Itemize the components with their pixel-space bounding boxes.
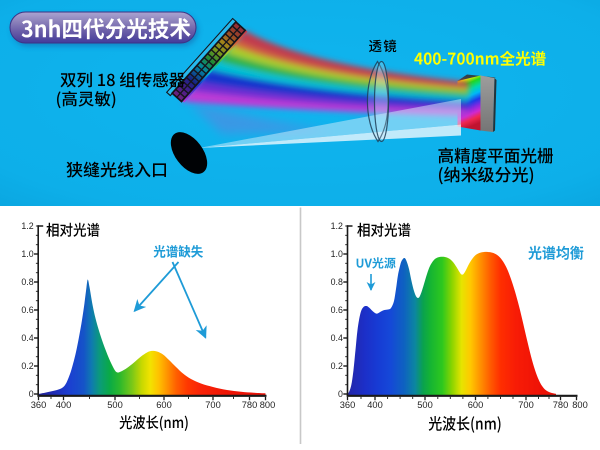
svg-text:400: 400 <box>56 400 72 410</box>
svg-text:700: 700 <box>518 400 534 410</box>
svg-text:0.8: 0.8 <box>21 277 33 287</box>
svg-text:800: 800 <box>260 400 276 410</box>
svg-text:0.8: 0.8 <box>331 277 343 287</box>
svg-text:0.6: 0.6 <box>331 305 343 315</box>
svg-text:0.6: 0.6 <box>21 305 33 315</box>
svg-text:360: 360 <box>340 400 356 410</box>
svg-text:1.2: 1.2 <box>21 221 33 231</box>
svg-text:1.0: 1.0 <box>331 249 343 259</box>
svg-text:1.2: 1.2 <box>331 221 343 231</box>
svg-text:400: 400 <box>367 400 383 410</box>
svg-text:600: 600 <box>468 400 484 410</box>
svg-text:700: 700 <box>205 400 221 410</box>
svg-text:800: 800 <box>572 400 588 410</box>
svg-text:360: 360 <box>31 400 47 410</box>
svg-text:1.0: 1.0 <box>21 249 33 259</box>
svg-text:0.2: 0.2 <box>21 361 33 371</box>
svg-text:0.2: 0.2 <box>331 361 343 371</box>
svg-text:0: 0 <box>338 389 343 399</box>
svg-text:0: 0 <box>29 389 34 399</box>
svg-text:0.4: 0.4 <box>21 333 33 343</box>
svg-text:0.4: 0.4 <box>331 333 343 343</box>
svg-text:500: 500 <box>417 400 433 410</box>
svg-text:500: 500 <box>107 400 123 410</box>
svg-text:780: 780 <box>242 400 258 410</box>
svg-text:780: 780 <box>553 400 569 410</box>
svg-text:600: 600 <box>156 400 172 410</box>
